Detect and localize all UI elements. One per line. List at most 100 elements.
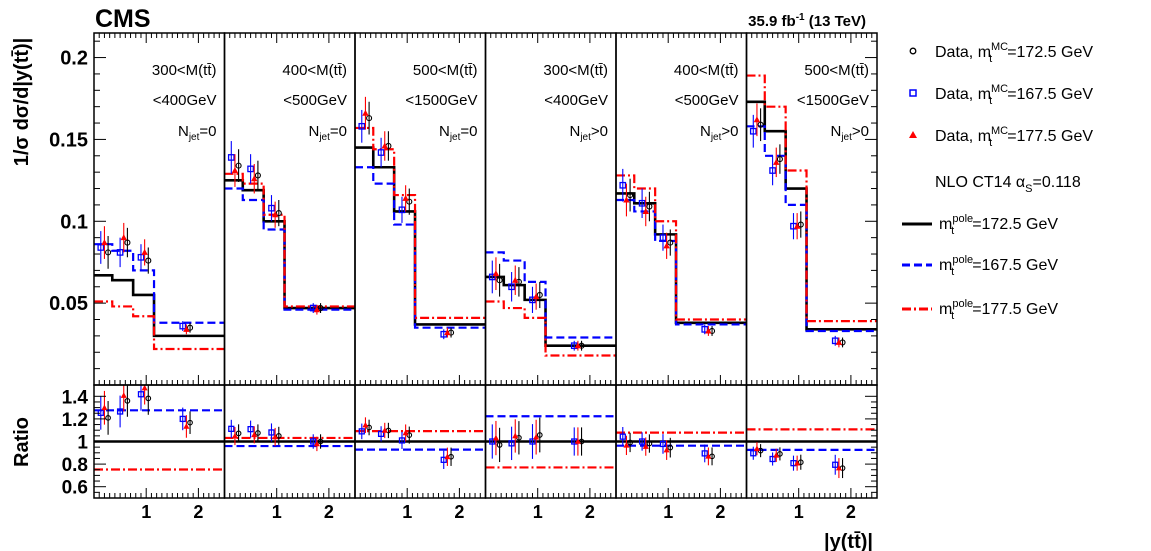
panel-frame-top — [484, 32, 617, 386]
data-point — [313, 306, 321, 313]
data-point — [667, 239, 674, 246]
theory-line-1-panel-3 — [485, 251, 616, 339]
x-tick-label: 2 — [324, 502, 334, 522]
panel-mass-range-low: 400<M(tt̄) — [282, 62, 347, 79]
data-point — [496, 277, 503, 284]
x-tick-label: 2 — [585, 502, 595, 522]
ratio-point — [141, 384, 148, 391]
ratio-point — [663, 446, 670, 453]
panel-frame-top — [93, 32, 226, 386]
data-point — [663, 242, 670, 249]
panel-frame-top — [223, 32, 356, 386]
data-point — [101, 239, 108, 246]
y-tick-label-top: 0.05 — [49, 293, 88, 315]
data-point — [638, 199, 646, 207]
ratio-point — [638, 438, 646, 445]
ratio-point — [627, 439, 633, 446]
ratio-point — [145, 395, 152, 402]
ratio-point — [398, 437, 406, 444]
data-point — [753, 116, 761, 123]
theory-line-2-panel-5 — [746, 74, 877, 323]
legend-data-nominal: Data, mMC t =172.5 GeV — [935, 41, 1093, 65]
data-point — [398, 206, 406, 214]
ratio-point — [512, 432, 519, 439]
legend-data-high: Data, mMC t =177.5 GeV — [935, 125, 1093, 149]
data-point — [179, 322, 187, 330]
data-point — [247, 165, 254, 173]
ratio-point — [489, 438, 496, 445]
data-point — [362, 109, 369, 116]
data-point — [116, 249, 124, 256]
x-tick-label: 1 — [402, 502, 412, 522]
legend-marker-data-nominal — [909, 47, 917, 55]
data-point — [317, 305, 324, 312]
data-point — [254, 172, 261, 179]
ratio-point — [235, 430, 242, 437]
ratio-point — [508, 440, 515, 447]
panel-mass-range-low: 300<M(tt̄) — [543, 62, 608, 79]
x-tick-label: 1 — [272, 502, 282, 522]
ratio-point — [317, 438, 324, 445]
ratio-point — [533, 433, 540, 440]
data-point — [377, 149, 385, 156]
lumi-value: 35.9 fb — [748, 13, 796, 30]
ratio-point — [366, 424, 372, 431]
y-axis-label-top: 1/σ dσ/d|y(tt̄)| — [11, 38, 33, 167]
ratio-point — [310, 438, 317, 445]
data-point — [627, 192, 634, 199]
data-point — [835, 338, 843, 345]
data-point — [532, 293, 540, 300]
panel-njet: Njet>0 — [700, 123, 739, 143]
x-tick-label: 2 — [193, 502, 203, 522]
data-point — [358, 122, 366, 130]
data-point — [251, 175, 258, 182]
data-point — [749, 127, 757, 135]
theory-line-1-panel-5 — [746, 125, 877, 333]
x-tick-label: 1 — [794, 502, 804, 522]
ratio-point — [773, 452, 780, 458]
data-point — [773, 158, 780, 165]
theory-line-2-panel-4 — [616, 174, 747, 321]
y-tick-label-ratio: 1.4 — [62, 387, 89, 408]
y-tick-label-top: 0.1 — [60, 211, 88, 233]
data-point — [120, 234, 127, 241]
data-point — [512, 276, 519, 283]
ratio-point — [275, 433, 282, 439]
ratio-point — [272, 433, 279, 440]
cms-label: CMS — [95, 5, 151, 33]
ratio-point — [358, 428, 365, 435]
ratio-point — [750, 450, 757, 457]
panel-mass-range-high: <400GeV — [544, 92, 608, 109]
y-tick-label-ratio: 0.6 — [62, 478, 88, 499]
data-point — [793, 222, 801, 229]
ratio-point — [492, 434, 499, 441]
data-point — [231, 167, 239, 174]
ratio-point — [444, 453, 451, 460]
data-point — [619, 181, 627, 189]
data-point — [186, 324, 194, 331]
data-point — [183, 325, 190, 332]
x-tick-label: 2 — [846, 502, 856, 522]
theory-line-2-panel-1 — [224, 172, 355, 308]
ratio-point — [377, 430, 385, 438]
panel-njet: Njet>0 — [569, 123, 608, 143]
data-point — [137, 253, 145, 261]
x-tick-label: 1 — [141, 502, 151, 522]
data-point — [402, 194, 409, 201]
data-point — [488, 273, 496, 281]
ratio-point — [619, 433, 626, 440]
ratio-point — [623, 442, 630, 448]
panel-mass-range-low: 400<M(tt̄) — [674, 62, 739, 79]
theory-line-1-panel-1 — [224, 187, 355, 311]
ratio-point — [120, 392, 127, 398]
ratio-point — [667, 444, 674, 451]
theory-line-2-panel-2 — [355, 126, 486, 319]
ratio-point — [101, 404, 108, 411]
data-point — [268, 204, 275, 212]
data-point — [623, 196, 630, 203]
ratio-point — [529, 438, 536, 445]
ratio-point — [105, 415, 111, 421]
ratio-point — [381, 427, 388, 433]
data-point — [366, 115, 373, 122]
ratio-point — [642, 443, 649, 449]
